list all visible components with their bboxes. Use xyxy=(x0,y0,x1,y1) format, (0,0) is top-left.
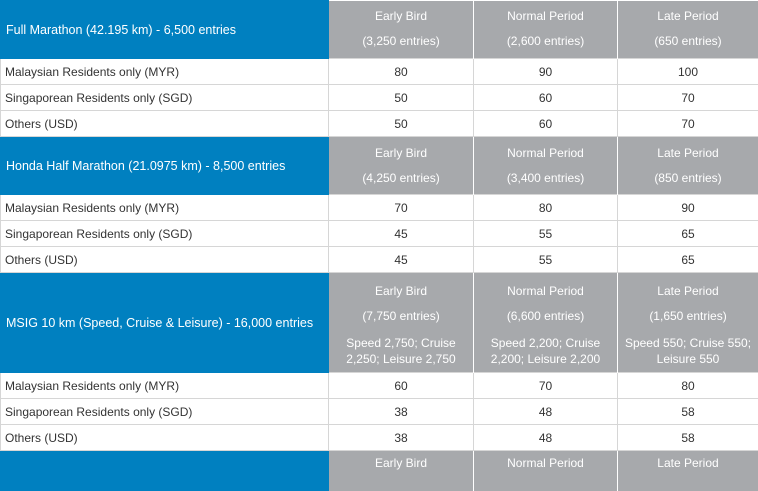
period-allocation: Speed 2,750; Cruise 2,250; Leisure 2,750 xyxy=(329,335,473,367)
price-cell: 70 xyxy=(618,111,758,137)
period-name: Late Period xyxy=(618,4,758,29)
price-cell: 48 xyxy=(474,425,618,451)
price-cell: 45 xyxy=(329,221,474,247)
period-name: Early Bird xyxy=(329,451,473,476)
price-cell: 70 xyxy=(618,85,758,111)
residency-label: Singaporean Residents only (SGD) xyxy=(1,221,329,247)
price-cell: 80 xyxy=(329,59,474,85)
price-cell: 50 xyxy=(329,111,474,137)
period-entries: (650 entries) xyxy=(618,29,758,54)
period-name: Early Bird xyxy=(329,4,473,29)
price-cell: 55 xyxy=(474,221,618,247)
period-header: Early Bird xyxy=(329,451,474,491)
period-entries: (4,250 entries) xyxy=(329,166,473,191)
price-cell: 60 xyxy=(474,85,618,111)
residency-label: Malaysian Residents only (MYR) xyxy=(1,59,329,85)
residency-label: Others (USD) xyxy=(1,111,329,137)
price-cell: 58 xyxy=(618,425,758,451)
residency-label: Singaporean Residents only (SGD) xyxy=(1,399,329,425)
price-cell: 65 xyxy=(618,247,758,273)
section-header: MSIG 10 km (Speed, Cruise & Leisure) - 1… xyxy=(1,273,758,373)
period-allocation: Speed 550; Cruise 550; Leisure 550 xyxy=(618,335,758,367)
period-header: Late Period(850 entries) xyxy=(618,137,758,195)
period-header: Late Period xyxy=(618,451,758,491)
period-name: Normal Period xyxy=(474,141,617,166)
period-name: Late Period xyxy=(618,279,758,304)
period-entries: (7,750 entries) xyxy=(329,304,473,329)
section-title: MSIG 10 km (Speed, Cruise & Leisure) - 1… xyxy=(1,273,329,373)
period-entries: (2,600 entries) xyxy=(474,29,617,54)
period-name: Normal Period xyxy=(474,4,617,29)
period-allocation: Speed 2,200; Cruise 2,200; Leisure 2,200 xyxy=(474,335,617,367)
residency-label: Malaysian Residents only (MYR) xyxy=(1,195,329,221)
price-cell: 58 xyxy=(618,399,758,425)
period-header: Normal Period(2,600 entries) xyxy=(474,1,618,59)
price-cell: 70 xyxy=(474,373,618,399)
period-header: Normal Period(6,600 entries) Speed 2,200;… xyxy=(474,273,618,373)
section-title xyxy=(1,451,329,491)
period-name: Early Bird xyxy=(329,141,473,166)
price-cell: 38 xyxy=(329,425,474,451)
period-name: Early Bird xyxy=(329,279,473,304)
period-entries: (850 entries) xyxy=(618,166,758,191)
price-cell: 65 xyxy=(618,221,758,247)
price-cell: 80 xyxy=(618,373,758,399)
period-header: Normal Period xyxy=(474,451,618,491)
residency-label: Others (USD) xyxy=(1,247,329,273)
price-cell: 90 xyxy=(618,195,758,221)
residency-label: Singaporean Residents only (SGD) xyxy=(1,85,329,111)
period-header: Normal Period(3,400 entries) xyxy=(474,137,618,195)
price-cell: 50 xyxy=(329,85,474,111)
section-title: Honda Half Marathon (21.0975 km) - 8,500… xyxy=(1,137,329,195)
period-name: Late Period xyxy=(618,451,758,476)
section-header: Full Marathon (42.195 km) - 6,500 entrie… xyxy=(1,1,758,59)
price-cell: 45 xyxy=(329,247,474,273)
price-cell: 48 xyxy=(474,399,618,425)
price-cell: 55 xyxy=(474,247,618,273)
section-title: Full Marathon (42.195 km) - 6,500 entrie… xyxy=(1,1,329,59)
period-entries: (1,650 entries) xyxy=(618,304,758,329)
period-entries: (6,600 entries) xyxy=(474,304,617,329)
period-header: Early Bird(7,750 entries) Speed 2,750; Cr… xyxy=(329,273,474,373)
period-entries: (3,400 entries) xyxy=(474,166,617,191)
period-entries: (3,250 entries) xyxy=(329,29,473,54)
price-cell: 60 xyxy=(474,111,618,137)
price-cell: 70 xyxy=(329,195,474,221)
period-name: Late Period xyxy=(618,141,758,166)
residency-label: Malaysian Residents only (MYR) xyxy=(1,373,329,399)
price-cell: 60 xyxy=(329,373,474,399)
period-header: Early Bird(3,250 entries) xyxy=(329,1,474,59)
period-header: Late Period(650 entries) xyxy=(618,1,758,59)
price-cell: 38 xyxy=(329,399,474,425)
residency-label: Others (USD) xyxy=(1,425,329,451)
section-header: Honda Half Marathon (21.0975 km) - 8,500… xyxy=(1,137,758,195)
period-header: Late Period(1,650 entries) Speed 550; Cru… xyxy=(618,273,758,373)
period-header: Early Bird(4,250 entries) xyxy=(329,137,474,195)
price-cell: 80 xyxy=(474,195,618,221)
period-name: Normal Period xyxy=(474,279,617,304)
price-cell: 100 xyxy=(618,59,758,85)
period-name: Normal Period xyxy=(474,451,617,476)
price-cell: 90 xyxy=(474,59,618,85)
